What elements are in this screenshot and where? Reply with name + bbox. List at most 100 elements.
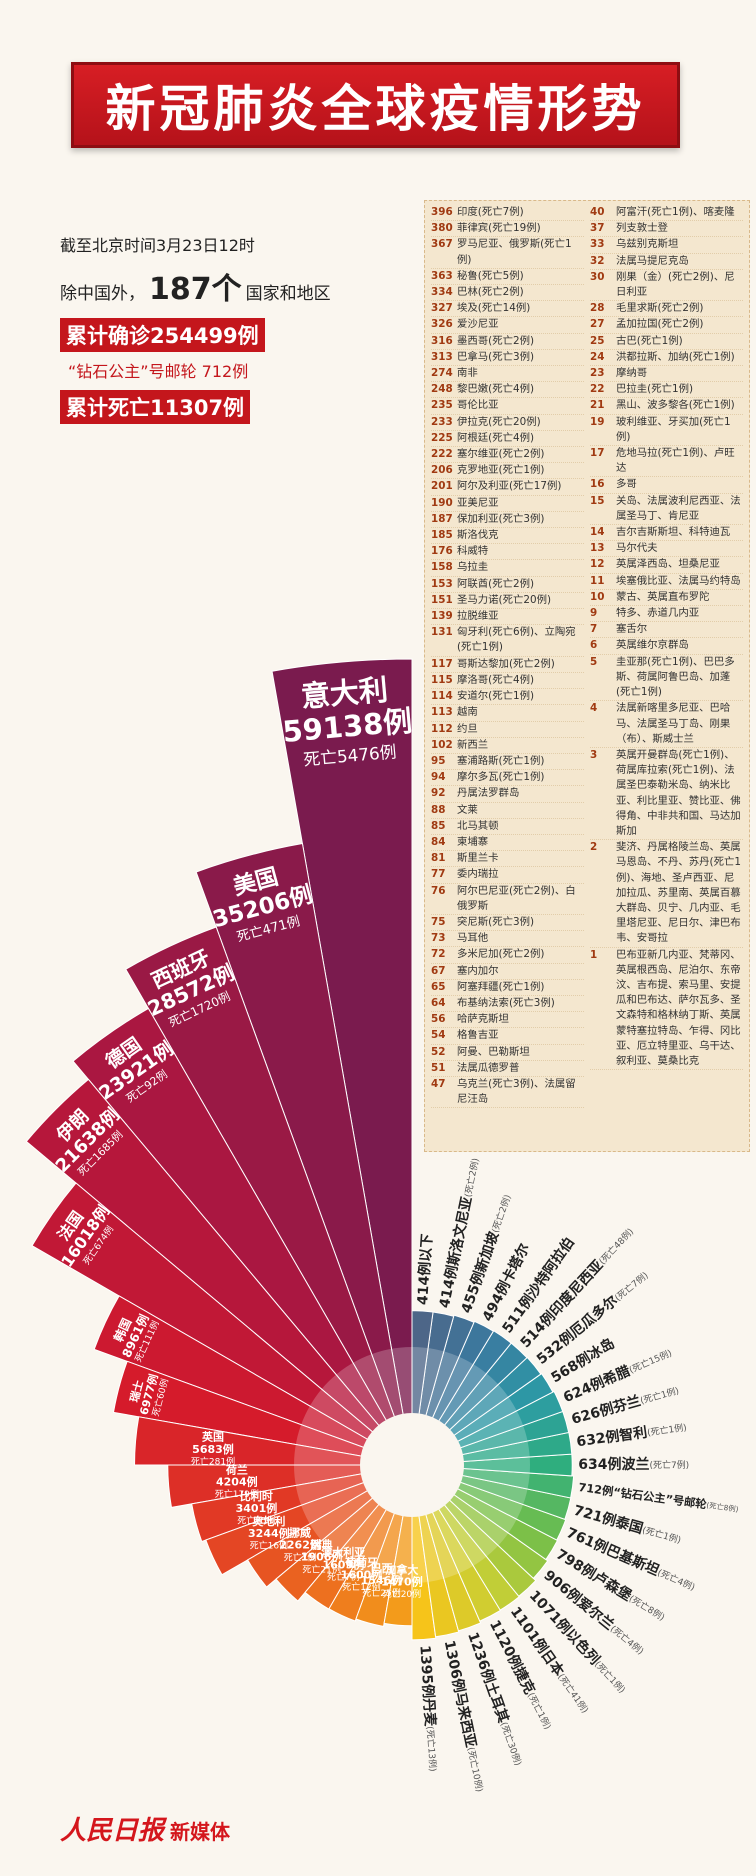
death-label: 死亡7例 (327, 1571, 360, 1583)
case-count: 235 (431, 399, 453, 412)
list-row: 23 摩纳哥 (590, 366, 743, 383)
country-names: 阿尔及利亚(死亡17例) (457, 480, 562, 493)
text: 国家和地区 (245, 284, 331, 304)
value-label: 721例 (572, 1502, 618, 1530)
country-names: 墨西哥(死亡2例) (457, 334, 535, 347)
list-row: 32 法属马提尼克岛 (590, 254, 743, 270)
list-row: 73 马耳他 (431, 931, 584, 948)
case-count: 94 (431, 771, 446, 784)
case-count: 326 (431, 318, 453, 331)
value-label: 414例 (436, 1264, 461, 1310)
country-names: 阿尔巴尼亚(死亡2例)、白俄罗斯 (457, 884, 576, 912)
country-names: 多米尼加(死亡2例) (457, 948, 545, 961)
rose-wedge (112, 1360, 413, 1466)
category-label: 斯洛文尼亚 (445, 1195, 476, 1267)
list-row: 64 布基纳法索(死亡3例) (431, 996, 584, 1013)
country-names: 塞舌尔 (616, 623, 648, 636)
category-label: 智利 (617, 1424, 648, 1445)
case-count: 153 (431, 577, 453, 590)
list-row: 12 英属泽西岛、坦桑尼亚 (590, 557, 743, 574)
case-count: 76 (431, 884, 446, 897)
list-row: 51 法属瓜德罗普 (431, 1061, 584, 1077)
list-row: 92 丹属法罗群岛 (431, 786, 584, 803)
case-count: 72 (431, 948, 446, 961)
list-row: 10 蒙古、英属直布罗陀 (590, 590, 743, 607)
list-row: 22 巴拉圭(死亡1例) (590, 382, 743, 399)
title: 新冠肺炎全球疫情形势 (105, 80, 646, 138)
list-row: 2 斐济、丹属格陵兰岛、英属马恩岛、不丹、苏丹(死亡1例)、海地、圣卢西亚、尼加拉… (590, 840, 743, 948)
list-row: 114 安道尔(死亡1例) (431, 689, 584, 706)
list-row: 158 乌拉圭 (431, 560, 584, 577)
list-row: 72 多米尼加(死亡2例) (431, 947, 584, 964)
country-names: 巴拉圭(死亡1例) (616, 383, 694, 396)
death-label: 死亡7例 (284, 1551, 317, 1563)
country-names: 匈牙利(死亡6例)、立陶宛(死亡1例) (457, 626, 576, 654)
country-names: 秘鲁(死亡5例) (457, 269, 524, 282)
country-names: 哈萨克斯坦 (457, 1013, 509, 1026)
category-label: 卢森堡 (590, 1568, 635, 1604)
case-count: 187 (431, 512, 453, 525)
case-count: 88 (431, 803, 446, 816)
death-label: (死亡1例) (592, 1658, 628, 1695)
case-count: 131 (431, 626, 453, 639)
country-names: 圣马力诺(死亡20例) (457, 593, 552, 606)
case-count: 201 (431, 480, 453, 493)
list-row: 14 吉尔吉斯斯坦、科特迪瓦 (590, 525, 743, 542)
country-names: 乌兹别克斯坦 (616, 238, 679, 251)
country-names: 刚果（金）(死亡2例)、尼日利亚 (616, 270, 735, 299)
list-row: 367 罗马尼亚、俄罗斯(死亡1例) (431, 237, 584, 269)
list-row: 9 特多、赤道几内亚 (590, 606, 743, 623)
summary: 截至北京时间3月23日12时 除中国外， 187个 国家和地区 累计确诊254499… (60, 232, 400, 430)
rose-wedge (25, 1078, 413, 1466)
list-row: 21 黑山、波多黎各(死亡1例) (590, 398, 743, 415)
other-label: 414例以下 (414, 1233, 436, 1305)
category-label: 挪威 (289, 1525, 311, 1539)
country-names: 摩尔多瓦(死亡1例) (457, 771, 545, 784)
country-names: 塞浦路斯(死亡1例) (457, 754, 545, 767)
as-of: 截至北京时间3月23日12时 (60, 236, 255, 255)
death-label: (死亡8例) (627, 1592, 667, 1623)
brand: 新媒体 (170, 1820, 231, 1844)
list-row: 102 新西兰 (431, 738, 584, 754)
country-names: 巴林(死亡2例) (457, 286, 524, 299)
country-names: 安道尔(死亡1例) (457, 690, 535, 703)
case-count: 313 (431, 350, 453, 363)
case-count: 77 (431, 868, 446, 881)
list-row: 11 埃塞俄比亚、法属马约特岛 (590, 574, 743, 590)
country-names: 埃塞俄比亚、法属马约特岛 (616, 574, 741, 587)
country-names: 伊拉克(死亡20例) (457, 415, 541, 428)
case-count: 185 (431, 529, 453, 542)
country-names: 法属瓜德罗普 (457, 1061, 520, 1074)
logo: 人民日报 (60, 1816, 165, 1846)
rose-wedge (72, 1007, 413, 1466)
country-names: 英属维尔京群岛 (616, 639, 689, 652)
death-label: (死亡8例) (706, 1501, 739, 1514)
value-label: 1306例 (441, 1639, 468, 1694)
country-names: 马耳他 (457, 932, 489, 945)
case-count: 14 (590, 526, 605, 539)
case-count: 10 (590, 590, 605, 603)
list-row: 131 匈牙利(死亡6例)、立陶宛(死亡1例) (431, 625, 584, 657)
list-row: 7 塞舌尔 (590, 622, 743, 639)
list-row: 28 毛里求斯(死亡2例) (590, 301, 743, 318)
list-row: 233 伊拉克(死亡20例) (431, 415, 584, 431)
country-names: 关岛、法属波利尼西亚、法属圣马丁、肯尼亚 (616, 494, 741, 522)
country-names: 新西兰 (457, 738, 489, 751)
center-hole (360, 1413, 464, 1517)
rose-wedge (205, 1464, 413, 1576)
case-count: 23 (590, 367, 605, 380)
case-count: 24 (590, 350, 605, 363)
list-row: 67 塞内加尔 (431, 964, 584, 980)
country-names: 文莱 (457, 803, 478, 816)
rose-wedge (93, 1295, 413, 1466)
case-count: 225 (431, 431, 453, 444)
list-row: 3 英属开曼群岛(死亡1例)、荷属库拉索(死亡1例)、法属圣巴泰勒米岛、纳米比亚、… (590, 748, 743, 841)
death-label: 死亡75例 (237, 1515, 275, 1527)
case-count: 21 (590, 399, 605, 412)
country-names: 特多、赤道几内亚 (616, 607, 700, 620)
value-label: 1600例 (341, 1568, 383, 1582)
count: 187个 (149, 272, 242, 307)
value-label: 634例 (578, 1456, 621, 1473)
